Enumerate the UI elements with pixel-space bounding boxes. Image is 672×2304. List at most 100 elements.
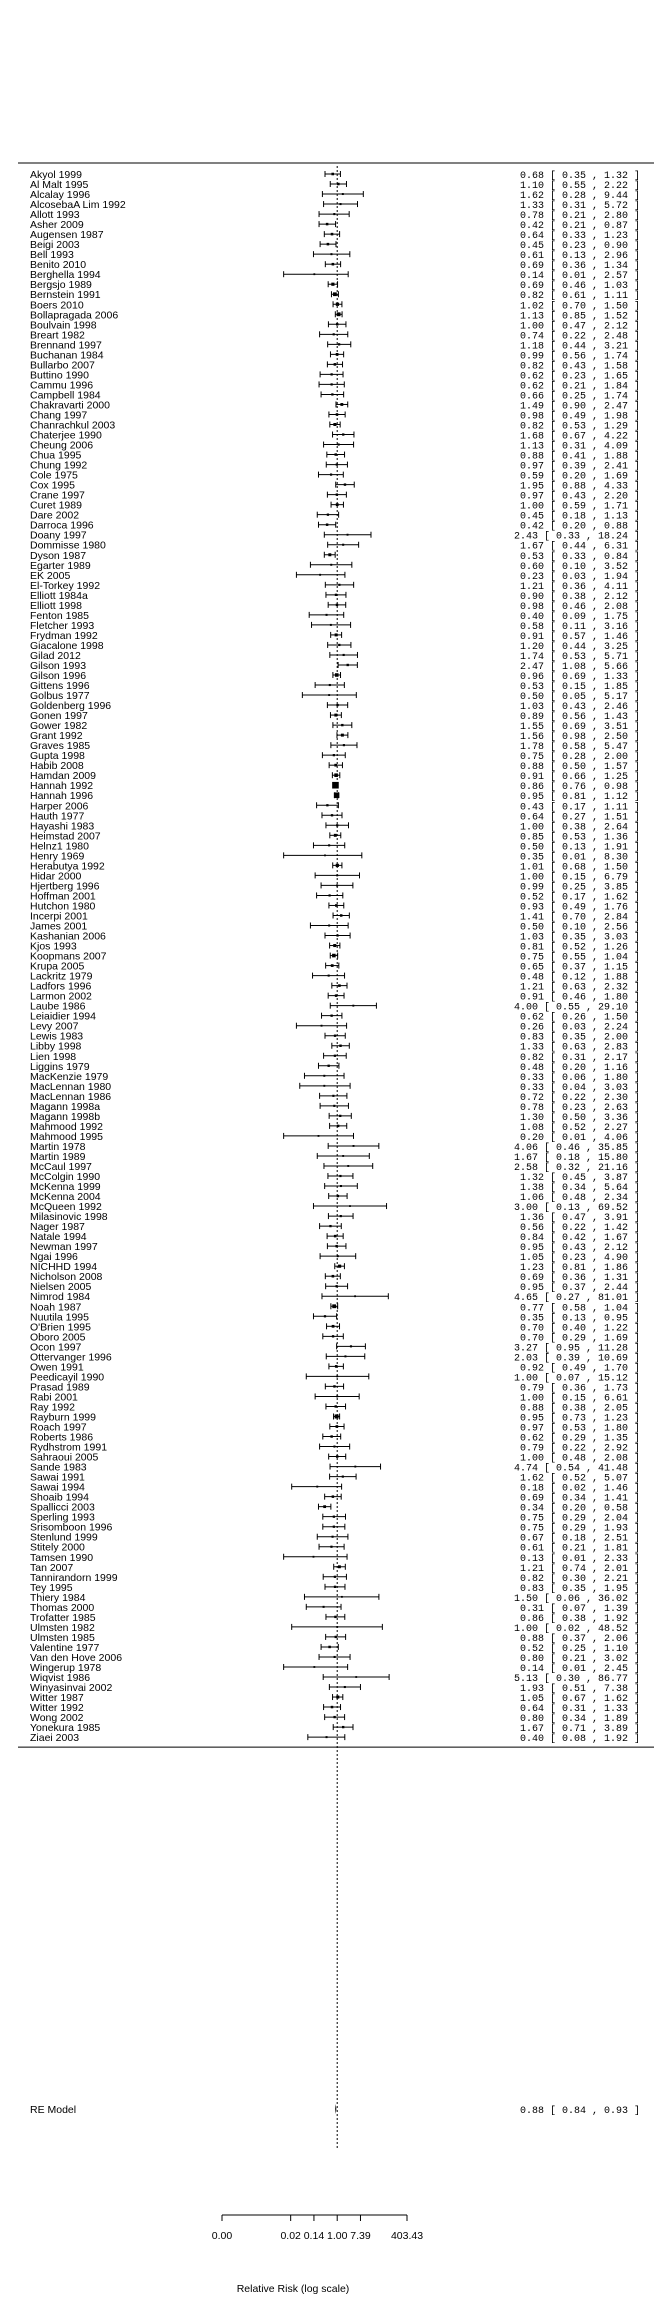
point-estimate xyxy=(339,1174,342,1178)
study-ci-text: 0.52 [ 0.17 , 1.62 ] xyxy=(520,891,640,903)
study-ci-text: 0.53 [ 0.33 , 0.84 ] xyxy=(520,551,640,563)
study-label: Incerpi 2001 xyxy=(30,910,88,922)
study-ci-text: 0.62 [ 0.26 , 1.50 ] xyxy=(520,1012,640,1024)
study-row: Mahmood 1995 0.20 [ 0.01 , 4.06 ] xyxy=(30,1131,640,1144)
point-estimate xyxy=(324,854,326,857)
study-ci-text: 1.32 [ 0.45 , 3.87 ] xyxy=(520,1172,640,1184)
study-row: Lien 1998 0.82 [ 0.31 , 2.17 ] xyxy=(30,1051,640,1064)
study-label: Chung 1992 xyxy=(30,460,87,472)
point-estimate xyxy=(330,1705,334,1709)
point-estimate xyxy=(330,253,333,256)
study-ci-text: 0.84 [ 0.42 , 1.67 ] xyxy=(520,1232,640,1244)
study-label: Giacalone 1998 xyxy=(30,640,104,652)
study-row: Giacalone 1998 1.20 [ 0.44 , 3.25 ] xyxy=(30,640,640,653)
study-row: Hutchon 1980 0.93 [ 0.49 , 1.76 ] xyxy=(30,900,640,913)
study-label: Akyol 1999 xyxy=(30,169,82,181)
study-row: Alcalay 1996 1.62 [ 0.28 , 9.44 ] xyxy=(30,189,640,202)
point-estimate xyxy=(332,1525,335,1528)
study-ci-text: 1.08 [ 0.52 , 2.27 ] xyxy=(520,1122,640,1134)
point-estimate xyxy=(335,1244,338,1248)
study-ci-text: 0.95 [ 0.37 , 2.44 ] xyxy=(520,1282,640,1294)
study-row: Bell 1993 0.61 [ 0.13 , 2.96 ] xyxy=(30,249,640,262)
study-ci-text: 0.40 [ 0.09 , 1.75 ] xyxy=(520,611,640,623)
study-row: Martin 1989 1.67 [ 0.18 , 15.80 ] xyxy=(30,1151,640,1164)
study-ci-text: 0.98 [ 0.49 , 1.98 ] xyxy=(520,410,640,422)
study-ci-text: 1.33 [ 0.31 , 5.72 ] xyxy=(520,200,640,212)
point-estimate xyxy=(333,1715,336,1719)
study-ci-text: 0.90 [ 0.38 , 2.12 ] xyxy=(520,591,640,603)
point-estimate xyxy=(333,1445,336,1448)
point-estimate xyxy=(336,1375,339,1378)
point-estimate xyxy=(331,1324,335,1328)
study-ci-text: 0.64 [ 0.33 , 1.23 ] xyxy=(520,230,640,242)
x-axis-label: Relative Risk (log scale) xyxy=(237,2283,350,2295)
study-label: Ladfors 1996 xyxy=(30,981,91,993)
study-ci-text: 0.75 [ 0.29 , 1.93 ] xyxy=(520,1523,640,1535)
study-row: Allott 1993 0.78 [ 0.21 , 2.80 ] xyxy=(30,209,640,222)
study-row: Cole 1975 0.59 [ 0.20 , 1.69 ] xyxy=(30,470,640,483)
study-label: Hayashi 1983 xyxy=(30,820,94,832)
study-label: MacKenzie 1979 xyxy=(30,1071,108,1083)
study-row: Sperling 1993 0.75 [ 0.29 , 2.04 ] xyxy=(30,1512,640,1525)
study-label: Hoffman 2001 xyxy=(30,890,96,902)
point-estimate xyxy=(335,1285,338,1288)
study-row: Witter 1987 1.05 [ 0.67 , 1.62 ] xyxy=(30,1692,640,1705)
study-row: Nuutila 1995 0.35 [ 0.13 , 0.95 ] xyxy=(30,1311,640,1324)
study-row: Elliott 1984a 0.90 [ 0.38 , 2.12 ] xyxy=(30,590,640,603)
study-row: Cheung 2006 1.13 [ 0.31 , 4.09 ] xyxy=(30,440,640,453)
point-estimate xyxy=(334,763,338,767)
study-row: Peedicayil 1990 1.00 [ 0.07 , 15.12 ] xyxy=(30,1371,640,1384)
point-estimate xyxy=(326,242,330,246)
study-label: Gupta 1998 xyxy=(30,750,85,762)
point-estimate xyxy=(332,953,336,958)
study-ci-text: 0.79 [ 0.36 , 1.73 ] xyxy=(520,1382,640,1394)
study-row: McColgin 1990 1.32 [ 0.45 , 3.87 ] xyxy=(30,1171,640,1184)
point-estimate xyxy=(333,792,340,799)
point-estimate xyxy=(354,1295,356,1298)
study-ci-text: 0.43 [ 0.17 , 1.11 ] xyxy=(520,801,640,813)
point-estimate xyxy=(330,964,334,967)
study-row: Newman 1997 0.95 [ 0.43 , 2.12 ] xyxy=(30,1241,640,1254)
study-ci-text: 0.35 [ 0.13 , 0.95 ] xyxy=(520,1312,640,1324)
study-label: O'Brien 1995 xyxy=(30,1321,91,1333)
point-estimate xyxy=(330,1014,333,1017)
study-row: Ziaei 2003 0.40 [ 0.08 , 1.92 ] xyxy=(30,1732,640,1745)
study-row: Mahmood 1992 1.08 [ 0.52 , 2.27 ] xyxy=(30,1121,640,1134)
point-estimate xyxy=(331,1535,334,1538)
study-ci-text: 0.13 [ 0.01 , 2.33 ] xyxy=(520,1553,640,1565)
x-tick-label: 0.00 xyxy=(212,2230,233,2242)
study-ci-text: 1.18 [ 0.44 , 3.21 ] xyxy=(520,340,640,352)
study-ci-text: 0.69 [ 0.34 , 1.41 ] xyxy=(520,1493,640,1505)
study-ci-text: 0.91 [ 0.46 , 1.80 ] xyxy=(520,992,640,1004)
study-ci-text: 1.13 [ 0.31 , 4.09 ] xyxy=(520,441,640,453)
study-label: Graves 1985 xyxy=(30,740,90,752)
study-ci-text: 0.50 [ 0.05 , 5.17 ] xyxy=(520,691,640,703)
point-estimate xyxy=(335,503,339,507)
point-estimate xyxy=(312,1555,315,1558)
study-row: Magann 1998a 0.78 [ 0.23 , 2.63 ] xyxy=(30,1101,640,1114)
study-row: Boers 2010 1.02 [ 0.70 , 1.50 ] xyxy=(30,299,640,312)
point-estimate xyxy=(335,904,338,907)
study-ci-text: 4.06 [ 0.46 , 35.85 ] xyxy=(514,1142,640,1154)
study-label: Lewis 1983 xyxy=(30,1031,83,1043)
study-label: Ulmsten 1982 xyxy=(30,1622,95,1634)
study-ci-text: 0.82 [ 0.30 , 2.21 ] xyxy=(520,1573,640,1585)
point-estimate xyxy=(346,533,349,536)
study-row: McKenna 2004 1.06 [ 0.48 , 2.34 ] xyxy=(30,1191,640,1204)
study-ci-text: 0.20 [ 0.01 , 4.06 ] xyxy=(520,1132,640,1144)
point-estimate xyxy=(333,1054,337,1057)
study-ci-text: 0.65 [ 0.37 , 1.15 ] xyxy=(520,962,640,974)
study-row: Libby 1998 1.33 [ 0.63 , 2.83 ] xyxy=(30,1041,640,1054)
study-ci-text: 1.38 [ 0.34 , 5.64 ] xyxy=(520,1182,640,1194)
point-estimate xyxy=(354,1465,357,1468)
study-label: Ocon 1997 xyxy=(30,1341,82,1353)
study-label: Wiqvist 1986 xyxy=(30,1672,90,1684)
study-row: Chung 1992 0.97 [ 0.39 , 2.41 ] xyxy=(30,460,640,473)
study-label: Hamdan 2009 xyxy=(30,770,96,782)
point-estimate xyxy=(342,543,345,546)
point-estimate xyxy=(334,1615,337,1619)
study-row: Ottervanger 1996 2.03 [ 0.39 , 10.69 ] xyxy=(30,1351,640,1364)
study-row: Cammu 1996 0.62 [ 0.21 , 1.84 ] xyxy=(30,379,640,392)
study-row: Al Malt 1995 1.10 [ 0.55 , 2.22 ] xyxy=(30,179,640,192)
study-ci-text: 0.97 [ 0.39 , 2.41 ] xyxy=(520,461,640,473)
